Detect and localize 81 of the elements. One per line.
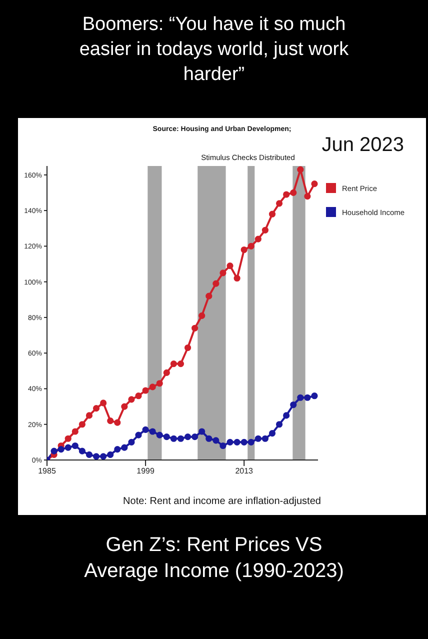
point [234, 438, 240, 446]
point [86, 451, 93, 458]
point [177, 435, 184, 442]
point [192, 434, 198, 440]
point [156, 432, 163, 438]
point [240, 246, 248, 254]
point [254, 435, 262, 442]
point [135, 392, 142, 400]
point [163, 434, 170, 440]
point [290, 189, 297, 196]
point [149, 384, 156, 390]
point [234, 274, 240, 282]
point [142, 387, 149, 394]
point [226, 438, 234, 446]
point [240, 438, 248, 446]
point [297, 166, 304, 173]
point [220, 442, 226, 450]
point [121, 444, 128, 451]
point [114, 419, 121, 426]
point [248, 242, 254, 250]
x-tick-label: 1999 [136, 466, 155, 476]
point [311, 392, 318, 400]
point [248, 438, 254, 446]
point [170, 435, 177, 442]
point [177, 360, 184, 368]
point [262, 435, 269, 442]
point [268, 430, 276, 437]
text: Gen Z’s: Rent Prices VS Average Income (1990-2023) [83, 533, 345, 584]
point [304, 192, 311, 200]
point [268, 210, 276, 218]
x-tick-label: 1985 [38, 466, 56, 476]
point [170, 360, 177, 368]
point [72, 442, 78, 450]
point [58, 446, 64, 453]
point [212, 437, 220, 444]
point [184, 434, 192, 440]
point [262, 226, 269, 234]
point [72, 428, 78, 435]
point [206, 435, 212, 442]
point [290, 401, 297, 408]
point [163, 369, 170, 376]
point [276, 200, 283, 207]
text: Jun 2023 [322, 134, 404, 157]
point [212, 280, 220, 287]
point [304, 394, 311, 401]
point [220, 270, 226, 276]
point [107, 418, 114, 424]
point [92, 453, 100, 460]
point [128, 438, 135, 446]
point [50, 448, 58, 454]
point [128, 396, 135, 403]
point [135, 432, 142, 438]
point [283, 412, 290, 419]
point [192, 324, 198, 332]
point [78, 421, 86, 428]
point [149, 428, 156, 435]
point [92, 405, 100, 412]
point [142, 426, 149, 434]
point [254, 236, 262, 242]
point [184, 344, 192, 352]
point [78, 448, 86, 454]
chart-title: Boomers: “You have it so much easier in todays world, just work harder” [78, 13, 350, 87]
point [276, 421, 283, 428]
point [297, 394, 304, 401]
text: Note: Rent and income are inflation-adjusted [122, 496, 322, 507]
point [156, 380, 163, 387]
point [100, 400, 107, 406]
point [226, 262, 234, 270]
x-tick-label: 2013 [235, 466, 254, 476]
point [86, 412, 93, 419]
point [100, 453, 107, 460]
point [121, 403, 128, 410]
point [114, 446, 121, 453]
point [107, 451, 114, 458]
point [206, 292, 212, 300]
point [64, 444, 72, 451]
point [311, 180, 318, 188]
point [64, 435, 72, 442]
point [283, 191, 290, 198]
point [198, 312, 206, 319]
point [198, 428, 206, 435]
